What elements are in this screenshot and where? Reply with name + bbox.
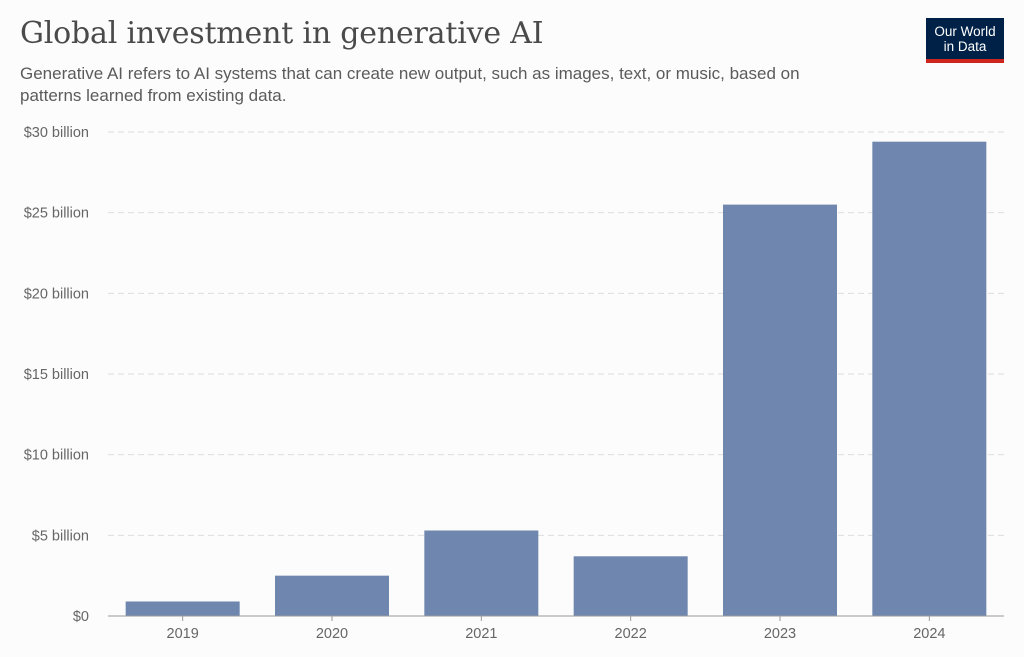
logo-line-1: Our World xyxy=(934,23,996,39)
chart-subtitle: Generative AI refers to AI systems that … xyxy=(20,64,800,105)
y-tick-label: $15 billion xyxy=(24,367,89,383)
logo-line-2: in Data xyxy=(943,38,987,54)
bar-2021[interactable] xyxy=(424,530,539,616)
bar-2019[interactable] xyxy=(125,601,240,616)
y-tick-label: $30 billion xyxy=(24,125,89,141)
x-tick-label: 2019 xyxy=(167,626,199,642)
y-tick-label: $20 billion xyxy=(24,286,89,302)
y-tick-label: $0 xyxy=(73,609,89,625)
bar-2022[interactable] xyxy=(573,556,688,616)
x-tick-label: 2024 xyxy=(913,626,945,642)
chart-title: Global investment in generative AI xyxy=(20,16,544,51)
x-tick-label: 2021 xyxy=(465,626,497,642)
x-tick-label: 2020 xyxy=(316,626,348,642)
y-tick-label: $10 billion xyxy=(24,448,89,464)
bar-layer xyxy=(125,141,987,616)
bar-2020[interactable] xyxy=(275,575,389,616)
axis-layer: $0 $5 billion $10 billion $15 billion $20 bi… xyxy=(24,125,1004,642)
owid-logo[interactable]: Our World in Data xyxy=(926,18,1004,63)
y-tick-label: $5 billion xyxy=(32,528,89,544)
grid-layer xyxy=(108,131,1004,536)
bar-2024[interactable] xyxy=(872,141,987,616)
x-tick-label: 2022 xyxy=(615,626,647,642)
x-tick-label: 2023 xyxy=(764,626,796,642)
y-tick-label: $25 billion xyxy=(24,206,89,222)
bar-2023[interactable] xyxy=(723,204,837,616)
